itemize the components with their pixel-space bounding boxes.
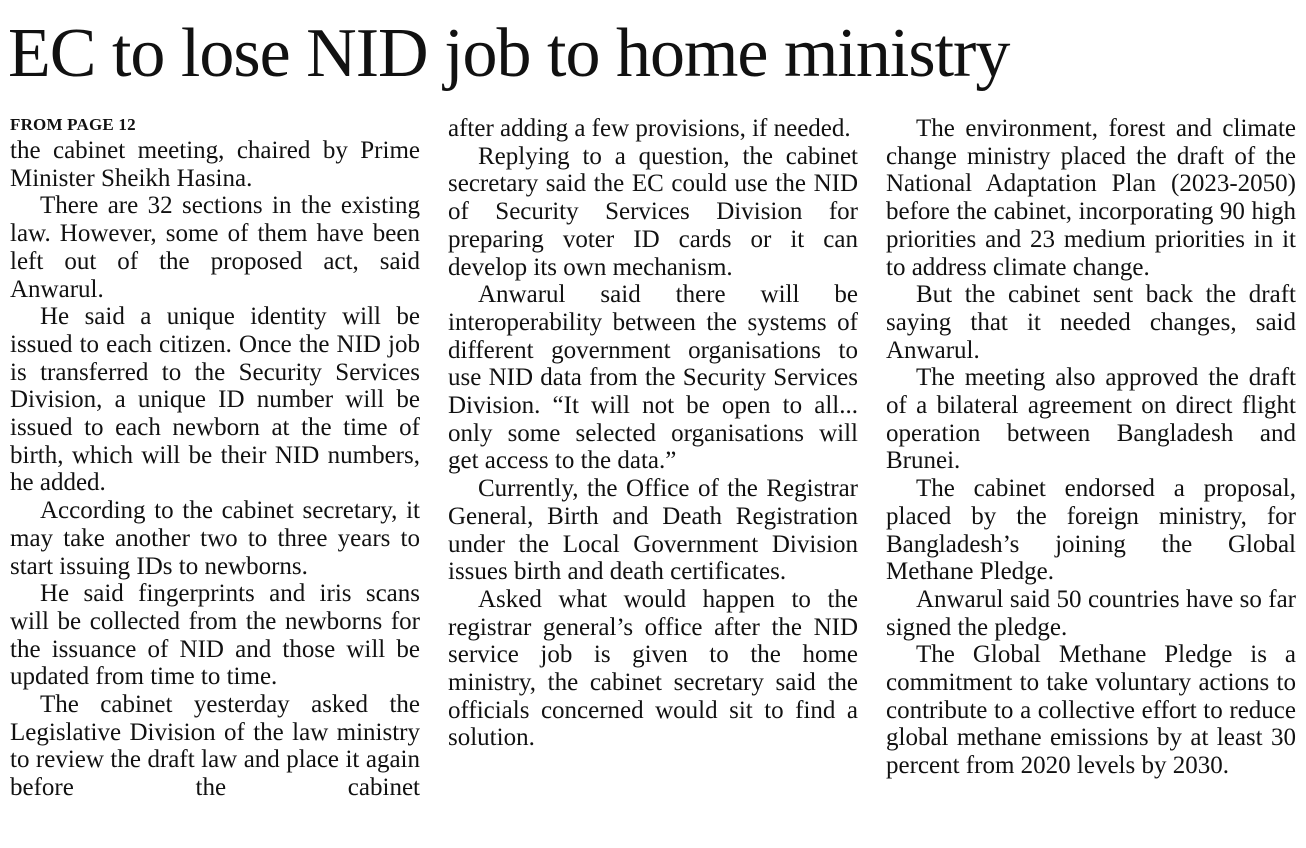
jump-label: FROM PAGE 12	[10, 115, 136, 134]
paragraph: There are 32 sections in the existing la…	[10, 192, 420, 303]
paragraph: Replying to a question, the cabinet secr…	[448, 142, 858, 281]
paragraph: He said fingerprints and iris scans will…	[10, 580, 420, 691]
paragraph: The meeting also approved the draft of a…	[886, 364, 1296, 475]
paragraph: The environment, forest and climate chan…	[886, 115, 1296, 281]
headline: EC to lose NID job to home ministry	[8, 15, 1010, 92]
paragraph: Asked what would happen to the registrar…	[448, 585, 858, 752]
paragraph: the cabinet meeting, chaired by Prime Mi…	[10, 137, 420, 192]
paragraph: Currently, the Office of the Registrar G…	[448, 475, 858, 586]
paragraph: The cabinet endorsed a proposal, placed …	[886, 475, 1296, 586]
paragraph: The cabinet yesterday asked the Legislat…	[10, 691, 420, 802]
paragraph: He said a unique identity will be issued…	[10, 303, 420, 497]
paragraph: Anwarul said 50 countries have so far si…	[886, 585, 1296, 641]
paragraph: The Global Methane Pledge is a commitmen…	[886, 641, 1296, 780]
paragraph: Anwarul said there will be interoperabil…	[448, 281, 858, 475]
paragraph: But the cabinet sent back the draft sayi…	[886, 281, 1296, 364]
paragraph: According to the cabinet secretary, it m…	[10, 497, 420, 580]
article-column-1: FROM PAGE 12 the cabinet meeting, chaire…	[10, 115, 420, 802]
article-column-2: after adding a few provisions, if needed…	[448, 115, 858, 752]
paragraph: after adding a few provisions, if needed…	[448, 115, 851, 142]
article-column-3: The environment, forest and climate chan…	[886, 115, 1296, 780]
